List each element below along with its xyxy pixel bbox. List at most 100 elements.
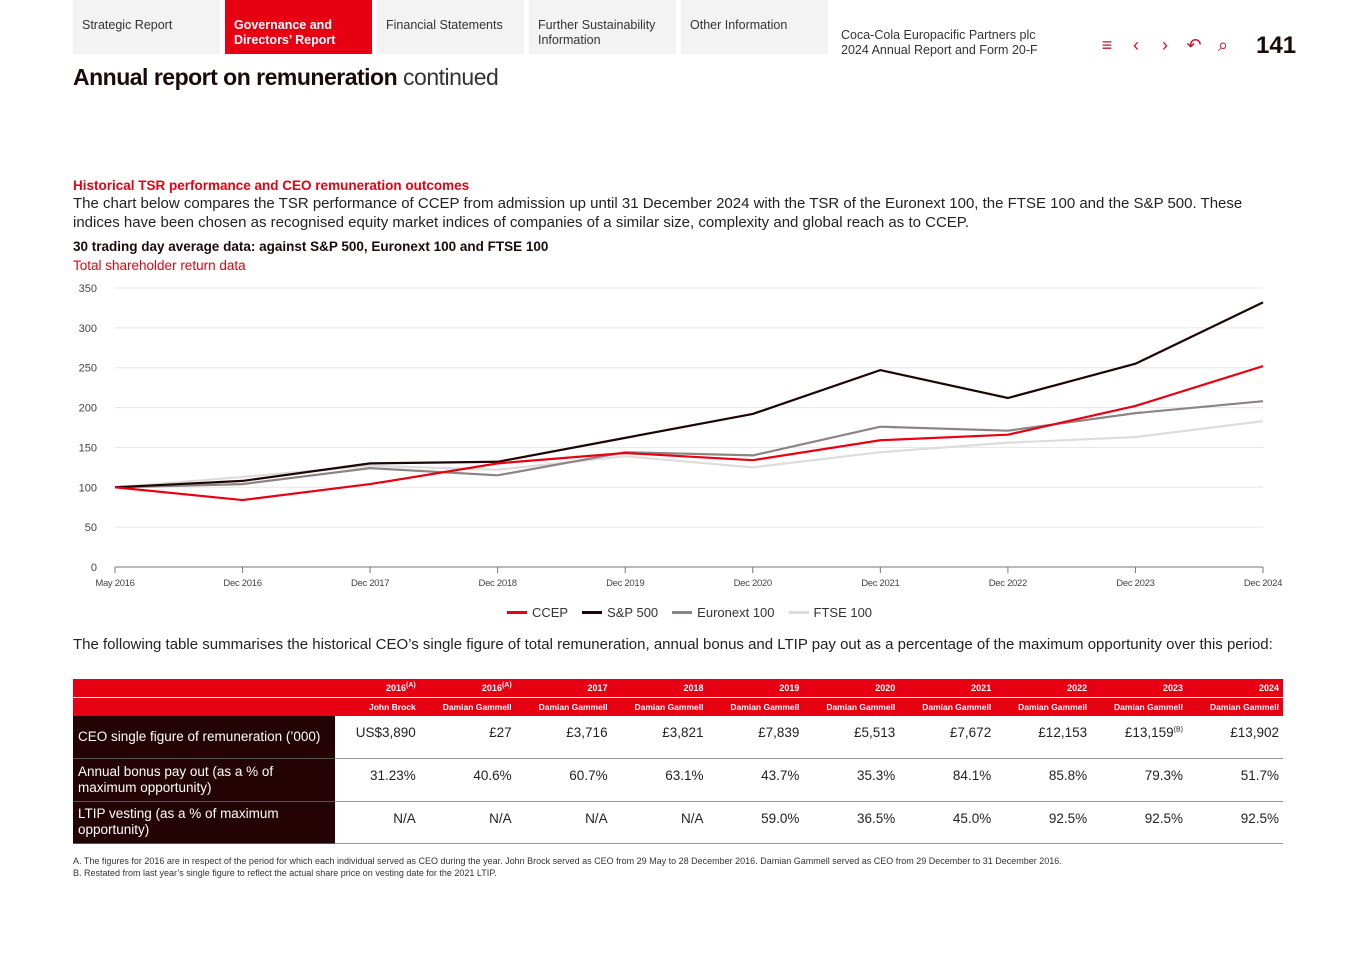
table-cell: 85.8% <box>995 758 1092 802</box>
table-cell: 40.6% <box>419 758 516 802</box>
chart-legend: CCEP S&P 500 Euronext 100 FTSE 100 <box>0 605 1365 620</box>
table-cell: £7,672 <box>899 716 996 759</box>
table-cell: £12,153 <box>995 716 1092 759</box>
table-cell: 92.5% <box>1091 801 1188 844</box>
legend-swatch <box>506 611 527 614</box>
table-cell: £13,159(B) <box>1091 716 1188 759</box>
table-cell: 45.0% <box>899 801 996 844</box>
x-tick-label: May 2016 <box>95 578 134 589</box>
table-cell: US$3,890 <box>335 716 420 759</box>
table-cell: 43.7% <box>707 758 804 802</box>
column-year: 2024 <box>1187 679 1283 697</box>
column-ceo: Damian Gammell <box>611 696 708 716</box>
table-cell: £3,716 <box>515 716 612 759</box>
title-bold: Annual report on remuneration <box>73 64 398 90</box>
y-tick-label: 300 <box>79 323 97 335</box>
column-year: 2016(A) <box>419 679 516 697</box>
nav-tab[interactable]: Strategic Report <box>73 0 220 54</box>
table-cell: £13,902 <box>1187 716 1283 759</box>
chevron-right-icon[interactable]: › <box>1162 35 1168 55</box>
series-line-ccep <box>114 365 1264 502</box>
table-cell: 59.0% <box>707 801 804 844</box>
header-row-ceo: John Brock Damian Gammell Damian Gammell Da… <box>73 696 1283 716</box>
column-ceo: Damian Gammell <box>419 696 516 716</box>
table-cell: 36.5% <box>803 801 900 844</box>
legend-swatch <box>582 611 603 614</box>
report-name: 2024 Annual Report and Form 20-F <box>841 43 1038 57</box>
y-tick-label: 50 <box>85 522 97 534</box>
x-tick-label: Dec 2019 <box>606 578 644 589</box>
column-ceo: Damian Gammell <box>995 696 1092 716</box>
column-ceo: Damian Gammell <box>1091 696 1188 716</box>
search-icon[interactable]: ⌕ <box>1217 35 1229 55</box>
legend-item: S&P 500 <box>582 605 658 620</box>
table-cell: 35.3% <box>803 758 900 802</box>
x-tick-label: Dec 2017 <box>351 578 389 589</box>
legend-label: FTSE 100 <box>813 605 873 620</box>
y-tick-label: 350 <box>79 283 97 295</box>
toolbar: ≡ ‹ › ↶ ⌕ <box>1097 35 1233 56</box>
y-tick-label: 0 <box>91 562 97 574</box>
legend-swatch <box>788 611 809 614</box>
tsr-line-chart: 0 50 100 150 200 250 300 350 May 2016 Dec 2016 Dec… <box>79 283 1283 589</box>
table-cell: £5,513 <box>803 716 900 759</box>
table-cell: 31.23% <box>335 758 420 802</box>
nav-tab[interactable]: Financial Statements <box>377 0 524 54</box>
title-continued: continued <box>403 64 499 90</box>
column-year: 2020 <box>803 679 900 697</box>
y-tick-label: 250 <box>79 363 97 375</box>
column-year: 2023 <box>1091 679 1188 697</box>
table-cell: N/A <box>515 801 612 844</box>
footnote: A. The figures for 2016 are in respect o… <box>73 856 1062 866</box>
table-cell: N/A <box>419 801 516 844</box>
table-cell: 51.7% <box>1187 758 1283 802</box>
page-title: Annual report on remuneration continued <box>73 64 499 91</box>
x-tick-label: Dec 2023 <box>1116 578 1154 589</box>
undo-icon[interactable]: ↶ <box>1186 35 1202 55</box>
legend-item: Euronext 100 <box>672 605 775 620</box>
header-row-year: 2016(A) 2016(A) 2017 2018 2019 2020 2021 2022 20… <box>73 679 1283 697</box>
y-tick-label: 150 <box>79 442 97 454</box>
table-cell: £3,821 <box>611 716 708 759</box>
menu-icon[interactable]: ≡ <box>1101 35 1113 55</box>
nav-tab[interactable]: Further Sustainability Information <box>529 0 676 54</box>
header-blank <box>73 679 335 697</box>
chart-subtitle: Total shareholder return data <box>73 258 246 273</box>
legend-label: S&P 500 <box>607 605 659 620</box>
column-year: 2017 <box>515 679 612 697</box>
x-tick-label: Dec 2022 <box>989 578 1027 589</box>
column-year: 2019 <box>707 679 804 697</box>
table-row: LTIP vesting (as a % of maximum opportun… <box>73 801 1283 844</box>
table-cell: 84.1% <box>899 758 996 802</box>
nav-tab[interactable]: Governance and Directors’ Report <box>225 0 372 54</box>
column-ceo: Damian Gammell <box>515 696 612 716</box>
column-year: 2021 <box>899 679 996 697</box>
column-ceo: Damian Gammell <box>707 696 804 716</box>
nav-tab[interactable]: Other Information <box>681 0 828 54</box>
column-ceo: John Brock <box>335 696 420 716</box>
column-year: 2022 <box>995 679 1092 697</box>
x-tick-label: Dec 2018 <box>479 578 517 589</box>
section-heading: Historical TSR performance and CEO remun… <box>73 178 470 193</box>
table-cell: 92.5% <box>1187 801 1283 844</box>
footnotes: A. The figures for 2016 are in respect o… <box>73 855 1062 879</box>
table-cell: £27 <box>419 716 516 759</box>
series-line-euronext-100 <box>114 400 1264 489</box>
y-tick-label: 200 <box>79 403 97 415</box>
table-cell: £7,839 <box>707 716 804 759</box>
legend-swatch <box>672 611 693 614</box>
column-year: 2018 <box>611 679 708 697</box>
series-line-s-p-500 <box>114 301 1264 489</box>
footnote: B. Restated from last year’s single figu… <box>73 868 497 878</box>
table-cell: 63.1% <box>611 758 708 802</box>
chart-title: 30 trading day average data: against S&P… <box>73 239 549 254</box>
table-cell: N/A <box>611 801 708 844</box>
table-cell: 92.5% <box>995 801 1092 844</box>
legend-label: CCEP <box>531 605 569 620</box>
table-row: Annual bonus pay out (as a % of maximum … <box>73 758 1283 802</box>
column-ceo: Damian Gammell <box>899 696 996 716</box>
x-tick-label: Dec 2024 <box>1244 578 1282 589</box>
chevron-left-icon[interactable]: ‹ <box>1133 35 1139 55</box>
company-name: Coca-Cola Europacific Partners plc <box>841 28 1036 42</box>
legend-item: FTSE 100 <box>788 605 873 620</box>
